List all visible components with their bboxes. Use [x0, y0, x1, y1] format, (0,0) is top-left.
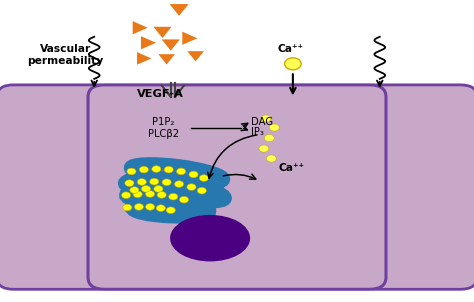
Circle shape [189, 171, 198, 178]
Text: Ca⁺⁺: Ca⁺⁺ [278, 44, 304, 54]
Circle shape [169, 193, 178, 200]
Polygon shape [158, 54, 175, 64]
Ellipse shape [123, 202, 152, 214]
Circle shape [125, 180, 134, 186]
Circle shape [157, 191, 166, 198]
Circle shape [133, 191, 142, 198]
Circle shape [141, 185, 151, 192]
Circle shape [177, 168, 186, 175]
FancyBboxPatch shape [361, 85, 474, 289]
Circle shape [137, 179, 146, 185]
FancyBboxPatch shape [88, 85, 386, 289]
Polygon shape [141, 36, 156, 50]
Polygon shape [133, 21, 148, 34]
Circle shape [284, 58, 301, 70]
Circle shape [266, 155, 276, 162]
Text: PLCβ2: PLCβ2 [148, 129, 179, 139]
Polygon shape [182, 32, 197, 45]
Circle shape [127, 168, 136, 175]
Text: DAG: DAG [252, 117, 273, 127]
Circle shape [146, 204, 155, 210]
Polygon shape [187, 51, 204, 61]
Polygon shape [137, 52, 151, 65]
Circle shape [261, 115, 271, 122]
FancyBboxPatch shape [0, 85, 113, 289]
Text: VEGF-A: VEGF-A [137, 89, 184, 99]
Circle shape [174, 181, 183, 187]
Circle shape [269, 124, 279, 131]
Circle shape [259, 145, 269, 152]
Text: IP₃: IP₃ [252, 127, 264, 137]
Circle shape [121, 192, 131, 198]
Circle shape [154, 185, 163, 192]
Polygon shape [170, 4, 189, 16]
Polygon shape [162, 40, 180, 51]
Circle shape [152, 166, 161, 172]
Circle shape [164, 166, 173, 173]
Ellipse shape [123, 178, 156, 191]
Circle shape [200, 175, 209, 182]
Text: Vascular
permeability: Vascular permeability [27, 43, 103, 66]
Circle shape [139, 166, 148, 173]
Circle shape [187, 184, 196, 190]
Circle shape [197, 187, 206, 194]
Circle shape [180, 196, 189, 203]
Circle shape [264, 134, 274, 142]
Text: Ca⁺⁺: Ca⁺⁺ [278, 162, 304, 172]
Ellipse shape [171, 216, 249, 261]
Circle shape [123, 204, 132, 211]
Ellipse shape [121, 190, 150, 202]
Circle shape [156, 205, 165, 211]
Ellipse shape [129, 165, 162, 178]
Polygon shape [154, 27, 172, 38]
Circle shape [166, 207, 175, 214]
Circle shape [150, 178, 159, 185]
Text: P1P₂: P1P₂ [152, 117, 174, 127]
Circle shape [146, 191, 155, 197]
Circle shape [162, 179, 171, 185]
Circle shape [134, 204, 144, 210]
Circle shape [130, 187, 139, 193]
